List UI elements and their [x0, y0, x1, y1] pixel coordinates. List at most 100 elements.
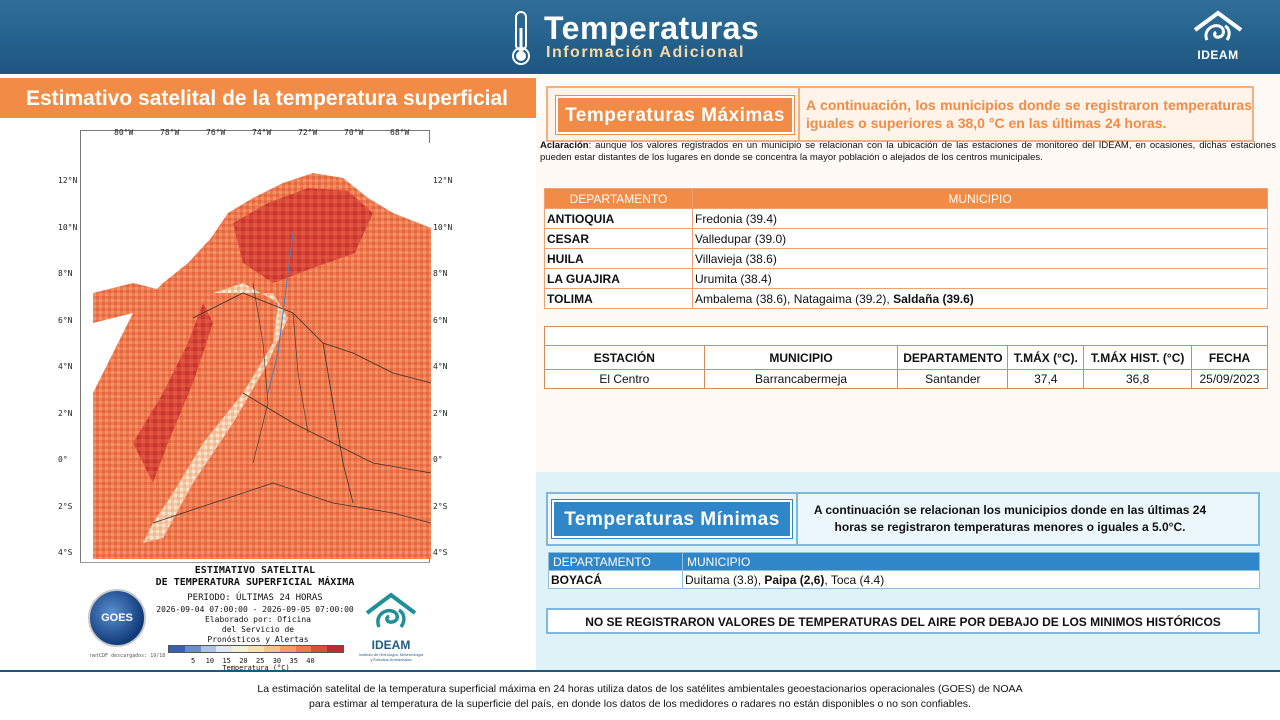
latitude-tick-label: 12°N	[58, 176, 78, 185]
colorbar-segment	[200, 646, 217, 652]
colorbar-ticks: 5 10 15 20 25 30 35 40	[168, 657, 344, 665]
latitude-tick-label: 2°N	[58, 408, 73, 418]
max-temperatures-label: Temperaturas Máximas	[555, 95, 795, 135]
latitude-tick-label: 2°N	[433, 408, 448, 418]
longitude-tick-label: 74°W	[252, 128, 272, 137]
departamento-cell: CESAR	[544, 228, 693, 249]
column-header-municipio: MUNICIPIO	[692, 188, 1268, 209]
column-header-departamento: DEPARTAMENTO	[548, 552, 683, 571]
historic-max-caption: Estaciones con temperatura máxima regist…	[544, 326, 1268, 346]
colorbar-tick-label: 30	[272, 657, 282, 665]
satellite-panel: Estimativo satelital de la temperatura s…	[0, 74, 536, 672]
page-subtitle: Información Adicional	[546, 44, 745, 61]
colorbar-segment	[216, 646, 233, 652]
map-ideam-subtext: Instituto de Hidrología, Meteorología y …	[358, 652, 424, 662]
temperature-colorbar	[168, 645, 344, 653]
latitude-tick-label: 8°N	[58, 269, 73, 278]
clarification-note: Aclaración: aunque los valores registrad…	[540, 140, 1276, 164]
goes-satellite-badge: GOES	[88, 589, 146, 647]
min-temperatures-table: DEPARTAMENTO MUNICIPIO BOYACÁ Duitama (3…	[548, 552, 1260, 589]
legend-period: PERIODO: ÚLTIMAS 24 HORAS	[187, 593, 323, 603]
table-row: TOLIMA Ambalema (38.6), Natagaima (39.2)…	[544, 288, 1268, 309]
table-header-row: DEPARTAMENTO MUNICIPIO	[544, 188, 1268, 209]
colorbar-tick-label: 5	[191, 657, 196, 665]
longitude-tick-label: 72°W	[298, 128, 318, 137]
legend-author: Elaborado por: Oficina del Servicio de P…	[198, 615, 318, 645]
temperature-map-image	[93, 143, 431, 559]
clarification-text: : aunque los valores registrados en un m…	[540, 140, 1276, 163]
longitude-tick-label: 70°W	[344, 128, 364, 137]
longitude-tick-label: 76°W	[206, 128, 226, 137]
latitude-tick-label: 2°S	[58, 501, 73, 511]
departamento-cell: BOYACÁ	[548, 570, 683, 589]
page-title: Temperaturas	[544, 10, 760, 46]
footer-note: La estimación satelital de la temperatur…	[0, 682, 1280, 712]
departamento-cell: TOLIMA	[544, 288, 693, 309]
legend-title-line1: ESTIMATIVO SATELITAL	[194, 565, 316, 576]
table-caption-row: Estaciones con temperatura máxima regist…	[544, 326, 1268, 346]
estacion-cell: El Centro	[544, 369, 705, 389]
map-ideam-text: IDEAM	[371, 638, 411, 652]
colombia-temperature-map	[93, 173, 431, 559]
colorbar-tick-label: 25	[255, 657, 265, 665]
colorbar-segment	[311, 646, 328, 652]
latitude-tick-label: 4°S	[58, 548, 73, 557]
table-row: BOYACÁ Duitama (3.8), Paipa (2,6), Toca …	[548, 570, 1260, 589]
latitude-tick-label: 10°N	[58, 222, 78, 232]
historic-max-table: Estaciones con temperatura máxima regist…	[544, 326, 1268, 389]
legend-author-line2: Pronósticos y Alertas	[207, 635, 309, 644]
column-header-departamento: DEPARTAMENTO	[897, 345, 1009, 370]
municipio-cell: Villavieja (38.6)	[692, 248, 1268, 269]
min-temperatures-label: Temperaturas Mínimas	[551, 499, 793, 539]
column-header-estacion: ESTACIÓN	[544, 345, 705, 370]
colorbar-segment	[232, 646, 249, 652]
longitude-tick-label: 68°W	[390, 128, 410, 137]
min-temperatures-header: Temperaturas Mínimas A continuación se r…	[546, 492, 1260, 546]
column-header-tmax-hist: T.MÁX HIST. (°C)	[1083, 345, 1193, 370]
departamento-cell: HUILA	[544, 248, 693, 269]
departamento-cell: Santander	[897, 369, 1009, 389]
departamento-cell: LA GUAJIRA	[544, 268, 693, 289]
latitude-tick-label: 0°	[58, 455, 68, 464]
latitude-tick-label: 6°N	[433, 315, 448, 325]
footer-line1: La estimación satelital de la temperatur…	[257, 683, 1023, 695]
latitude-tick-label: 10°N	[433, 222, 453, 232]
latitude-tick-label: 6°N	[58, 315, 73, 325]
departamento-cell: ANTIOQUIA	[544, 208, 693, 229]
colorbar-tick-label: 10	[205, 657, 215, 665]
max-temperatures-panel: Temperaturas Máximas A continuación, los…	[536, 74, 1280, 472]
column-header-fecha: FECHA	[1191, 345, 1268, 370]
column-header-municipio: MUNICIPIO	[703, 345, 899, 370]
header-banner: Temperaturas Información Adicional IDEAM	[0, 0, 1280, 74]
colorbar-tick-label: 35	[289, 657, 298, 665]
municipio-cell: Barrancabermeja	[703, 369, 899, 389]
table-row: LA GUAJIRA Urumita (38.4)	[544, 268, 1268, 289]
satellite-panel-title: Estimativo satelital de la temperatura s…	[0, 78, 536, 118]
max-temperatures-table: DEPARTAMENTO MUNICIPIO ANTIOQUIA Fredoni…	[544, 188, 1268, 309]
colorbar-tick-label: 20	[239, 657, 248, 665]
max-temperatures-description: A continuación, los municipios donde se …	[806, 97, 1252, 131]
colorbar-segment	[327, 646, 343, 652]
latitude-tick-label: 8°N	[433, 269, 448, 278]
latitude-tick-label: 12°N	[433, 176, 453, 185]
colorbar-label: Temperatura (°C)	[222, 664, 290, 672]
colorbar-segment	[184, 646, 201, 652]
ideam-logo-text: IDEAM	[1197, 48, 1239, 62]
municipio-cell: Urumita (38.4)	[692, 268, 1268, 289]
ideam-house-icon	[1193, 10, 1243, 41]
latitude-tick-label: 4°N	[433, 362, 448, 371]
footer: La estimación satelital de la temperatur…	[0, 670, 1280, 720]
municipio-cell: Valledupar (39.0)	[692, 228, 1268, 249]
header-divider	[796, 494, 798, 544]
municipio-cell: Duitama (3.8), Paipa (2,6), Toca (4.4)	[682, 570, 1260, 589]
latitude-tick-label: 2°S	[433, 501, 448, 511]
colorbar-segment	[279, 646, 296, 652]
table-header-row: DEPARTAMENTO MUNICIPIO	[548, 552, 1260, 571]
colorbar-segment	[248, 646, 264, 652]
latitude-tick-label: 4°N	[58, 362, 73, 371]
colorbar-tick-label: 15	[222, 657, 231, 665]
no-records-notice: NO SE REGISTRARON VALORES DE TEMPERATURA…	[546, 608, 1260, 634]
header-title-group: Temperaturas Información Adicional	[508, 8, 778, 68]
colorbar-tick-label: 40	[306, 657, 315, 665]
municipio-cell: Ambalema (38.6), Natagaima (39.2), Salda…	[692, 288, 1268, 309]
